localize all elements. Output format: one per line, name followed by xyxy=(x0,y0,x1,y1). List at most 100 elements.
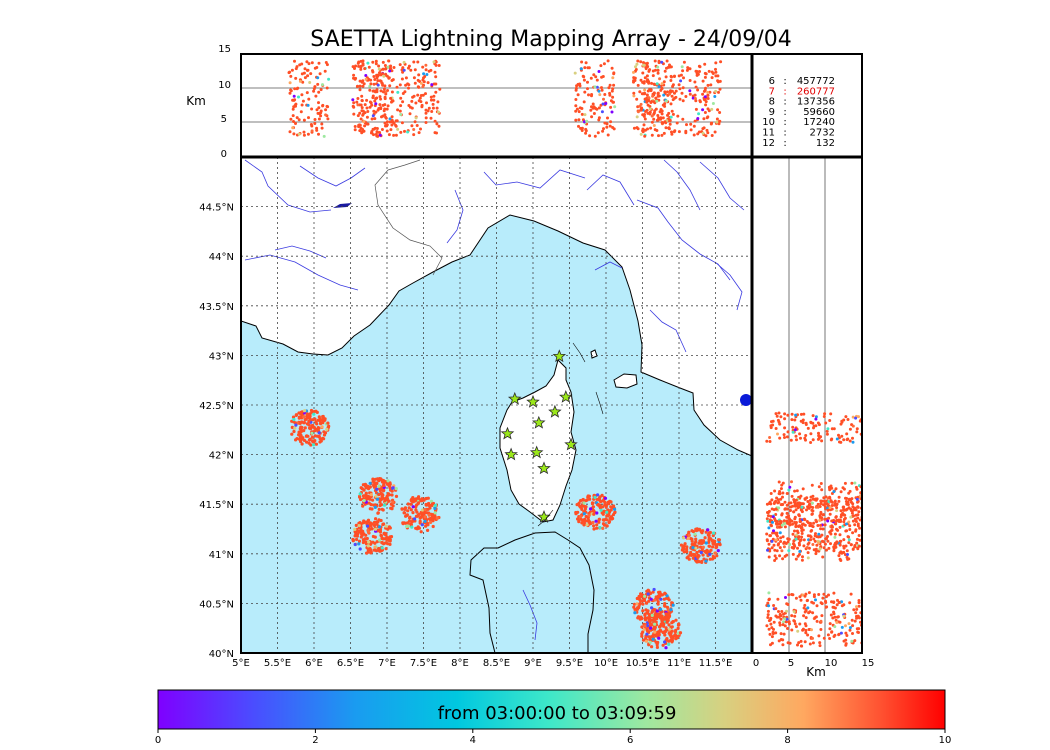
lightning-source-dot xyxy=(590,115,594,119)
lightning-source-dot xyxy=(652,100,656,104)
lightning-source-dot xyxy=(419,530,423,534)
lightning-source-dot xyxy=(794,557,798,561)
lightning-source-dot xyxy=(592,510,596,514)
lightning-source-dot xyxy=(580,60,584,64)
lightning-source-dot xyxy=(366,518,371,522)
latitude-tick-label: 40.5°N xyxy=(199,599,234,610)
lightning-source-dot xyxy=(646,111,650,115)
lightning-source-dot xyxy=(817,485,821,489)
figure-title: SAETTA Lightning Mapping Array - 24/09/0… xyxy=(310,27,791,52)
lightning-source-dot xyxy=(389,64,393,68)
lightning-source-dot xyxy=(358,123,362,127)
lightning-source-dot xyxy=(707,544,712,548)
lightning-source-dot xyxy=(670,75,673,79)
lightning-source-dot xyxy=(374,494,378,498)
lightning-source-dot xyxy=(847,622,851,626)
lightning-source-dot xyxy=(805,508,808,512)
lightning-source-dot xyxy=(847,541,851,545)
lightning-source-dot xyxy=(821,539,824,543)
lightning-source-dot xyxy=(635,126,639,130)
latitude-tick-label: 42.5°N xyxy=(199,401,234,412)
lightning-source-dot xyxy=(610,110,614,114)
lightning-source-dot xyxy=(308,81,312,84)
lightning-source-dot xyxy=(374,97,378,101)
lightning-source-dot xyxy=(651,637,655,641)
top-panel-sources xyxy=(287,59,723,138)
lightning-source-dot xyxy=(832,591,836,595)
lightning-source-dot xyxy=(398,83,402,87)
lightning-source-dot xyxy=(362,519,366,523)
lightning-source-dot xyxy=(791,542,795,546)
lightning-source-dot xyxy=(647,599,651,603)
lightning-source-dot xyxy=(845,529,849,533)
lightning-source-dot xyxy=(413,517,417,521)
lightning-source-dot xyxy=(373,535,377,539)
lightning-source-dot xyxy=(828,622,832,626)
lightning-source-dot xyxy=(608,91,612,95)
lightning-source-dot xyxy=(819,527,823,531)
lightning-source-dot xyxy=(437,64,441,67)
lightning-source-dot xyxy=(315,108,319,112)
lightning-source-dot xyxy=(844,415,848,419)
lightning-source-dot xyxy=(583,113,587,117)
lightning-source-dot xyxy=(291,415,296,419)
lightning-source-dot xyxy=(635,602,639,606)
lightning-source-dot xyxy=(371,96,375,100)
lightning-source-dot xyxy=(421,65,425,69)
lightning-source-dot xyxy=(810,628,813,632)
lightning-source-dot xyxy=(774,607,778,611)
side-panel: 0 5 10 15 Km xyxy=(752,157,874,679)
lightning-source-dot xyxy=(653,622,657,626)
map-gridlines xyxy=(241,157,752,653)
lightning-source-dot xyxy=(780,549,784,553)
lightning-source-dot xyxy=(828,486,832,490)
lightning-source-dot xyxy=(431,519,435,523)
lightning-source-dot xyxy=(811,525,815,529)
lightning-source-dot xyxy=(800,502,804,506)
lightning-source-dot xyxy=(370,522,374,526)
lightning-source-dot xyxy=(390,69,394,73)
lightning-source-dot xyxy=(577,110,581,114)
lightning-source-dot xyxy=(699,530,704,534)
lightning-source-dot xyxy=(785,511,789,515)
lightning-source-dot xyxy=(313,122,317,125)
station-count-box: 6:4577727:2607778:1373569:5966010:172401… xyxy=(752,54,862,157)
lightning-source-dot xyxy=(433,506,437,510)
lightning-source-dot xyxy=(377,67,381,71)
lightning-source-dot xyxy=(354,64,358,68)
lightning-source-dot xyxy=(773,559,777,562)
lightning-source-dot xyxy=(369,101,373,105)
lightning-source-dot xyxy=(770,626,774,630)
lightning-source-dot xyxy=(379,534,383,538)
lightning-source-dot xyxy=(424,524,428,528)
lightning-source-dot xyxy=(306,103,310,107)
lightning-source-dot xyxy=(362,129,366,133)
lightning-source-dot xyxy=(821,527,825,531)
lightning-source-dot xyxy=(681,117,685,121)
lightning-source-dot xyxy=(778,612,782,616)
station-count-stations: 12 xyxy=(762,138,775,149)
lightning-source-dot xyxy=(817,532,821,536)
elba-island xyxy=(613,373,638,389)
lightning-source-dot xyxy=(418,519,422,524)
lightning-source-dot xyxy=(424,111,428,115)
lightning-source-dot xyxy=(682,536,686,540)
lightning-source-dot xyxy=(384,67,388,71)
lightning-source-dot xyxy=(773,548,777,552)
lightning-source-dot xyxy=(373,78,377,81)
lightning-source-dot xyxy=(643,113,646,116)
lightning-source-dot xyxy=(382,503,387,507)
lightning-source-dot xyxy=(379,89,383,93)
lightning-source-dot xyxy=(415,124,419,127)
lightning-source-dot xyxy=(818,644,822,648)
lightning-source-dot xyxy=(844,631,848,635)
lightning-source-dot xyxy=(787,549,791,553)
lightning-source-dot xyxy=(431,102,435,106)
lightning-source-dot xyxy=(823,499,827,503)
lightning-source-dot xyxy=(841,486,845,490)
lightning-source-dot xyxy=(435,122,439,126)
lightning-source-dot xyxy=(363,103,367,107)
map-lightning-sources xyxy=(290,408,722,650)
station-count-value: 137356 xyxy=(797,97,835,108)
lightning-source-dot xyxy=(394,494,399,498)
